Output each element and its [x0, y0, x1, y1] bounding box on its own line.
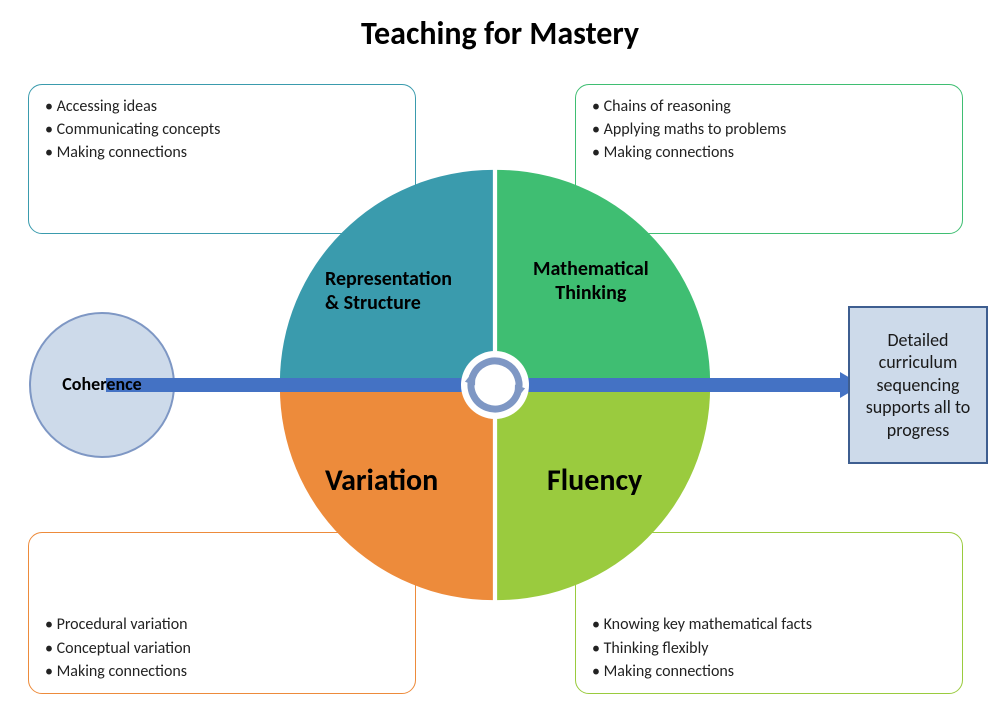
quadrant-label-variation: Variation	[325, 463, 438, 499]
quadrant-label-thinking: MathematicalThinking	[533, 257, 649, 305]
coherence-label: Coherence	[42, 373, 162, 395]
quadrant-label-fluency: Fluency	[547, 463, 642, 499]
quadrant-label-representation: Representation& Structure	[325, 267, 452, 315]
output-text: Detailed curriculum sequencing supports …	[858, 329, 978, 442]
output-box: Detailed curriculum sequencing supports …	[848, 306, 988, 464]
